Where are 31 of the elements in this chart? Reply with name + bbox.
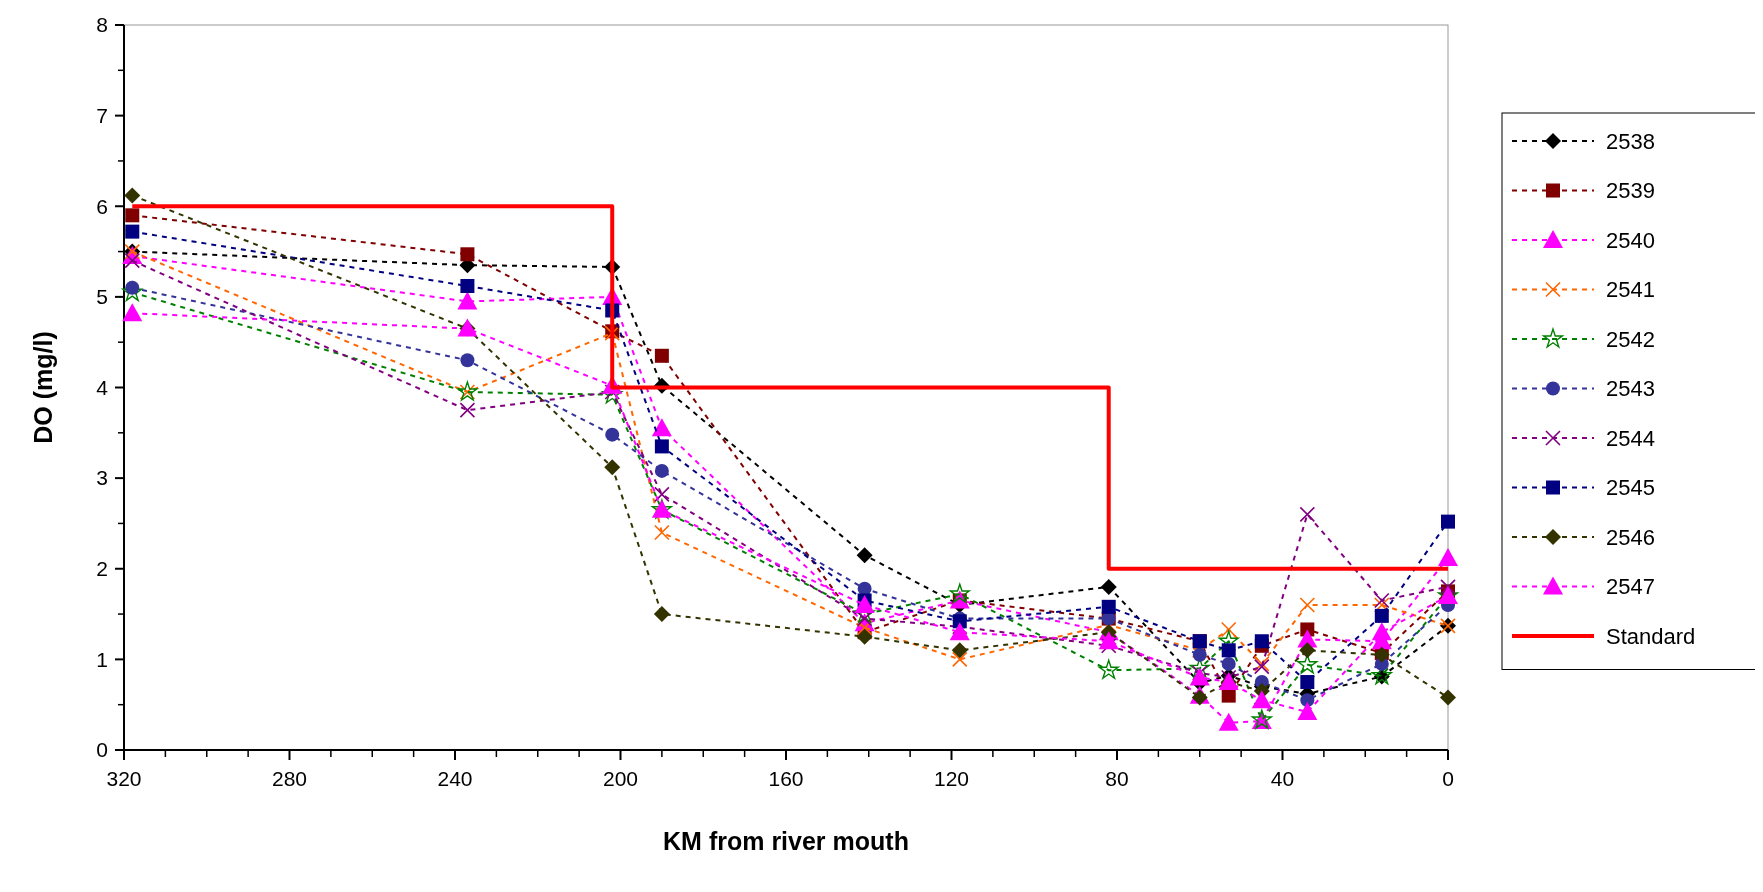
legend-label: 2541 bbox=[1606, 277, 1655, 303]
legend-label: 2546 bbox=[1606, 524, 1655, 550]
x-tick-label: 160 bbox=[768, 767, 804, 790]
x-tick-label: 200 bbox=[602, 767, 639, 790]
x-tick-label: 80 bbox=[1105, 767, 1129, 790]
y-tick-label: 0 bbox=[96, 738, 108, 762]
y-tick-label: 7 bbox=[96, 103, 108, 127]
x-tick-label: 240 bbox=[437, 767, 473, 790]
y-tick-label: 6 bbox=[96, 194, 108, 218]
legend-label: 2544 bbox=[1606, 425, 1655, 451]
legend-label: 2543 bbox=[1606, 376, 1655, 402]
y-tick-label: 1 bbox=[96, 647, 108, 671]
x-tick-label: 0 bbox=[1442, 767, 1454, 790]
x-tick-label: 320 bbox=[106, 767, 142, 790]
x-axis-title: KM from river mouth bbox=[663, 827, 909, 855]
y-tick-label: 4 bbox=[96, 375, 109, 399]
x-tick-label: 40 bbox=[1270, 767, 1295, 790]
x-tick-label: 120 bbox=[933, 767, 970, 790]
y-tick-label: 5 bbox=[96, 285, 108, 309]
y-tick-label: 2 bbox=[96, 557, 108, 581]
legend-label: 2542 bbox=[1606, 326, 1655, 352]
y-tick-label: 8 bbox=[96, 13, 108, 37]
legend-label: 2545 bbox=[1606, 475, 1655, 501]
x-tick-label: 280 bbox=[271, 767, 308, 790]
legend-label: 2540 bbox=[1606, 227, 1655, 253]
legend-label: 2538 bbox=[1606, 128, 1655, 154]
legend-label: Standard bbox=[1606, 623, 1696, 649]
y-tick-label: 3 bbox=[96, 466, 108, 490]
y-axis-title: DO (mg/l) bbox=[29, 331, 57, 444]
legend-label: 2547 bbox=[1606, 574, 1655, 600]
legend-label: 2539 bbox=[1606, 178, 1655, 204]
